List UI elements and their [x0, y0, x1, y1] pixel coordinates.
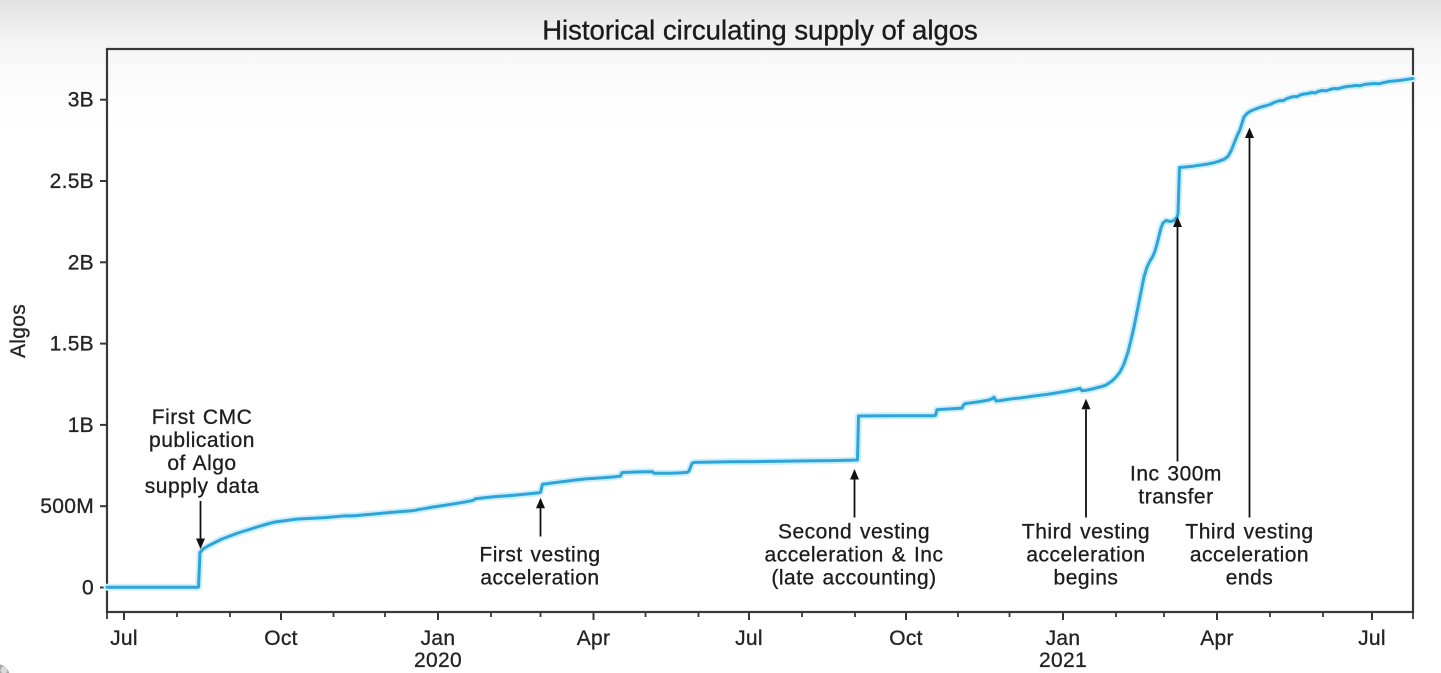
svg-text:First CMC: First CMC [152, 406, 252, 429]
svg-text:Oct: Oct [264, 627, 298, 650]
svg-text:acceleration: acceleration [480, 567, 599, 590]
svg-text:Jul: Jul [110, 627, 138, 650]
svg-text:transfer: transfer [1138, 486, 1213, 509]
svg-text:2.5B: 2.5B [50, 170, 94, 193]
svg-text:acceleration & Inc: acceleration & Inc [765, 544, 944, 567]
svg-text:acceleration: acceleration [1026, 544, 1145, 567]
svg-text:2020: 2020 [414, 649, 462, 672]
svg-text:Jan: Jan [421, 627, 456, 650]
svg-text:3B: 3B [68, 89, 94, 112]
svg-text:1.5B: 1.5B [50, 333, 94, 356]
svg-text:500M: 500M [40, 495, 94, 518]
svg-text:2B: 2B [68, 251, 94, 274]
svg-text:Third vesting: Third vesting [1022, 521, 1150, 544]
svg-text:acceleration: acceleration [1190, 544, 1309, 567]
svg-text:1B: 1B [68, 414, 94, 437]
svg-text:Second vesting: Second vesting [778, 521, 930, 544]
svg-text:Apr: Apr [1200, 627, 1234, 650]
svg-text:Third vesting: Third vesting [1185, 521, 1313, 544]
svg-text:First vesting: First vesting [479, 544, 600, 567]
svg-text:begins: begins [1054, 567, 1119, 590]
svg-text:Jul: Jul [1358, 627, 1386, 650]
svg-text:0: 0 [82, 577, 94, 600]
svg-text:(late accounting): (late accounting) [771, 567, 936, 590]
svg-text:Oct: Oct [889, 627, 923, 650]
svg-text:Algos: Algos [7, 304, 30, 358]
svg-text:Apr: Apr [577, 627, 611, 650]
svg-text:Jan: Jan [1046, 627, 1081, 650]
svg-text:publication: publication [149, 429, 255, 452]
svg-text:Jul: Jul [735, 627, 763, 650]
svg-text:Historical circulating supply: Historical circulating supply of algos [542, 15, 978, 46]
svg-text:supply data: supply data [145, 475, 259, 498]
svg-text:of Algo: of Algo [167, 452, 236, 475]
svg-text:2021: 2021 [1039, 649, 1087, 672]
svg-text:ends: ends [1226, 567, 1274, 590]
svg-text:Inc 300m: Inc 300m [1130, 463, 1222, 486]
